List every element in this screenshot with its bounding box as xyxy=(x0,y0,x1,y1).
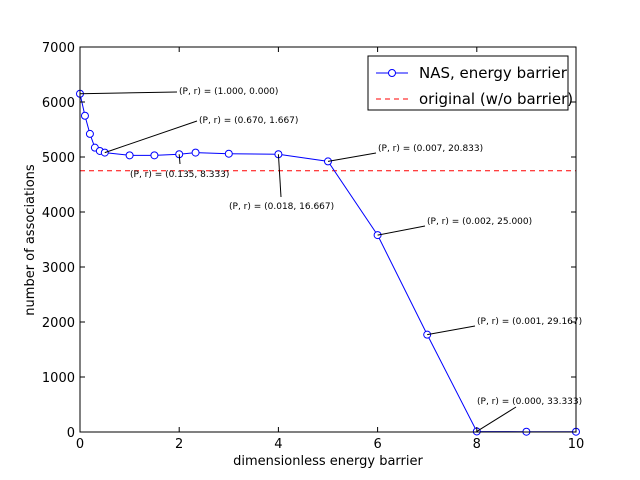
annotation-layer: (P, r) = (1.000, 0.000) (P, r) = (0.670, … xyxy=(79,87,582,432)
annotation-label: (P, r) = (0.002, 25.000) xyxy=(427,217,532,227)
annotation-label: (P, r) = (0.001, 29.167) xyxy=(477,317,582,327)
data-point-nas xyxy=(150,151,159,160)
y-tick-label: 3000 xyxy=(42,261,75,276)
x-axis-label: dimensionless energy barrier xyxy=(233,454,423,469)
x-tick-label: 2 xyxy=(175,437,183,452)
plot-area xyxy=(80,47,576,432)
x-tick-label: 10 xyxy=(568,437,585,452)
plot-frame xyxy=(79,46,577,433)
legend-marker-nas xyxy=(388,69,396,77)
legend-box xyxy=(367,55,569,111)
y-tick-label: 2000 xyxy=(42,316,75,331)
tick-layer: 0 2 4 6 8 10 0 1000 2000 3000 4000 5000 6000 7000 xyxy=(42,41,584,452)
y-tick-label: 7000 xyxy=(42,41,75,56)
y-tick-label: 6000 xyxy=(42,96,75,111)
annotation-arrow xyxy=(178,154,181,165)
x-tick-label: 4 xyxy=(274,437,282,452)
annotation-arrow xyxy=(327,152,377,162)
annotation-arrow xyxy=(476,406,517,432)
data-point-nas xyxy=(191,148,200,157)
y-tick-label: 4000 xyxy=(42,206,75,221)
y-tick-label: 1000 xyxy=(42,371,75,386)
annotation-label: (P, r) = (0.670, 1.667) xyxy=(199,116,298,126)
x-tick-label: 6 xyxy=(373,437,381,452)
annotation-arrow xyxy=(427,325,476,336)
annotation-label: (P, r) = (0.007, 20.833) xyxy=(378,144,483,154)
legend: NAS, energy barrier original (w/o barrie… xyxy=(367,55,573,111)
annotation-label: (P, r) = (1.000, 0.000) xyxy=(179,87,278,97)
x-tick-label: 8 xyxy=(473,437,481,452)
annotation-label: (P, r) = (0.135, 8.333) xyxy=(130,170,229,180)
data-point-nas xyxy=(224,149,233,158)
y-tick-label: 0 xyxy=(67,426,75,441)
annotation-label: (P, r) = (0.000, 33.333) xyxy=(477,397,582,407)
annotation-label: (P, r) = (0.018, 16.667) xyxy=(229,202,334,212)
data-point-nas xyxy=(80,111,89,120)
x-tick-label: 0 xyxy=(76,437,84,452)
y-tick-label: 5000 xyxy=(42,151,75,166)
legend-entry-nas: NAS, energy barrier xyxy=(419,64,568,82)
y-axis-label: number of associations xyxy=(23,164,38,316)
annotation-arrow xyxy=(79,91,178,95)
annotation-arrow xyxy=(104,120,198,154)
legend-entry-original: original (w/o barrier) xyxy=(419,90,573,108)
annotation-arrow xyxy=(277,154,282,198)
data-point-nas xyxy=(85,129,94,138)
data-point-nas xyxy=(125,151,134,160)
annotation-arrow xyxy=(377,225,426,236)
